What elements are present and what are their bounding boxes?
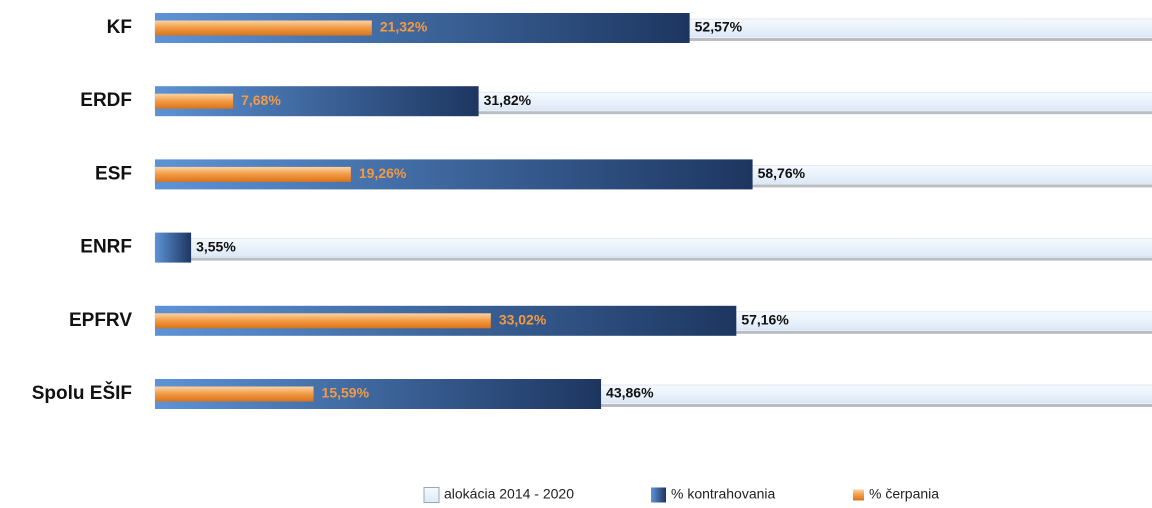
- value-label: 21,32%: [380, 19, 428, 35]
- value-label: 15,59%: [322, 385, 370, 401]
- category-label: ENRF: [80, 237, 132, 258]
- category-label: Spolu EŠIF: [32, 382, 132, 404]
- category-label: ERDF: [80, 90, 132, 111]
- bar: [155, 386, 314, 402]
- value-label: 52,57%: [695, 19, 743, 35]
- value-label: 31,82%: [484, 92, 532, 108]
- legend-label: alokácia 2014 - 2020: [444, 486, 574, 502]
- legend-label: % kontrahovania: [671, 486, 776, 502]
- value-label: 3,55%: [196, 238, 236, 254]
- bar-shadow: [155, 111, 1152, 115]
- bar-shadow: [155, 257, 1152, 261]
- category-label: ESF: [95, 163, 132, 184]
- legend-swatch: [651, 487, 666, 503]
- bar: [155, 166, 351, 182]
- value-label: 43,86%: [606, 385, 654, 401]
- legend-label: % čerpania: [869, 486, 939, 502]
- category-label: EPFRV: [69, 310, 132, 331]
- bar: [155, 232, 192, 263]
- value-label: 33,02%: [499, 312, 547, 328]
- value-label: 7,68%: [241, 92, 281, 108]
- legend-swatch: [853, 489, 864, 501]
- bar: [155, 20, 372, 36]
- value-label: 19,26%: [359, 165, 407, 181]
- bar: [155, 93, 234, 109]
- bar: [155, 313, 491, 329]
- bar-shadow: [155, 404, 1152, 407]
- value-label: 57,16%: [741, 312, 789, 328]
- bar: [154, 238, 1152, 257]
- category-label: KF: [107, 17, 132, 38]
- legend-swatch: [423, 487, 440, 503]
- value-label: 58,76%: [758, 165, 806, 181]
